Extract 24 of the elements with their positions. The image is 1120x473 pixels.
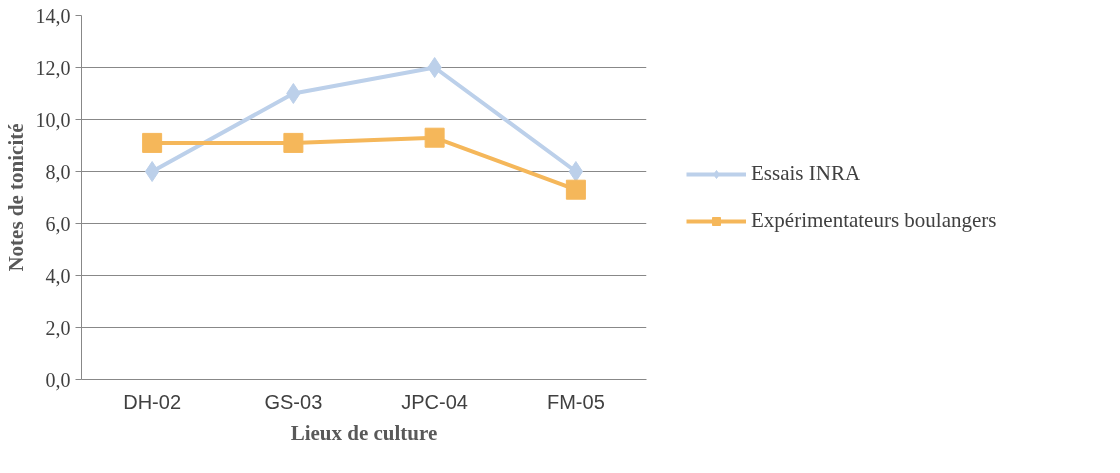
point: [142, 132, 163, 153]
point: [565, 179, 586, 200]
y-tick-label: 12,0: [35, 56, 71, 79]
x-tick-label: GS-03: [264, 390, 323, 413]
x-tick-label: FM-05: [546, 390, 605, 413]
y-tick-label: 14,0: [35, 4, 71, 27]
x-axis-title: Lieux de culture: [290, 420, 438, 445]
point: [424, 127, 445, 148]
point: [283, 132, 304, 153]
point: [144, 161, 160, 182]
y-tick-label: 10,0: [35, 108, 71, 131]
y-tick-label: 2,0: [45, 316, 71, 339]
x-tick-label: JPC-04: [401, 390, 468, 413]
y-axis-title: Notes de tonicité: [3, 123, 28, 272]
point: [427, 57, 442, 78]
y-tick-label: 0,0: [45, 368, 71, 391]
legend-label: Expérimentateurs boulangers: [751, 208, 997, 233]
point: [568, 161, 584, 182]
y-tick-label: 8,0: [45, 160, 71, 183]
y-tick-label: 6,0: [45, 212, 71, 235]
point: [286, 83, 301, 104]
y-tick-label: 4,0: [45, 264, 71, 287]
x-tick-label: DH-02: [123, 390, 182, 413]
legend-label: Essais INRA: [751, 161, 861, 186]
